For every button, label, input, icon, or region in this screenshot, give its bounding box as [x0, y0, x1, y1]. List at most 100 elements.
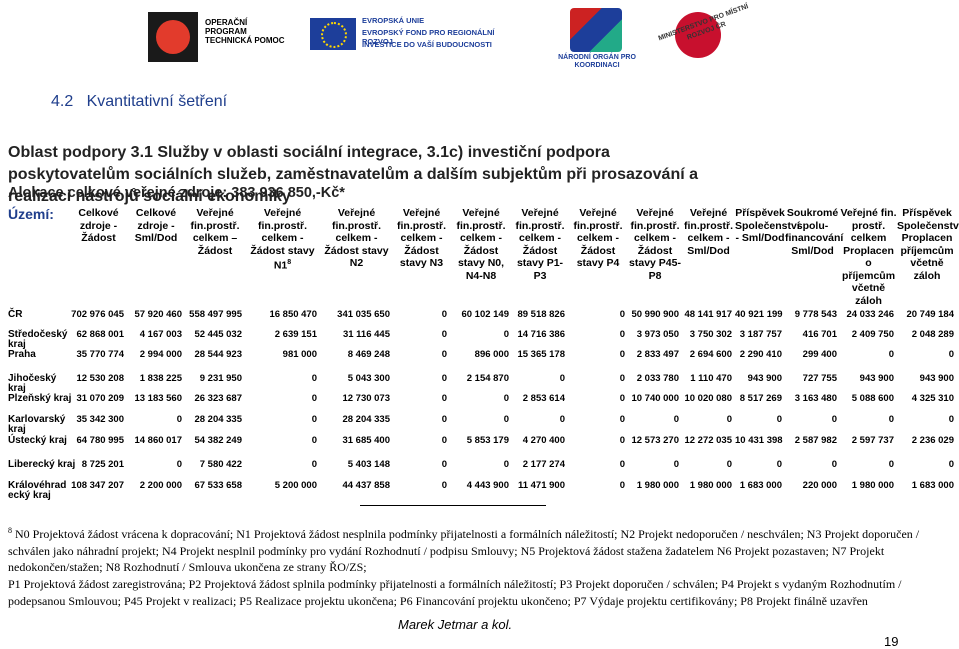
cell-value: 35 770 774 [76, 349, 124, 360]
cell-value: 62 868 001 [76, 329, 124, 340]
cell-value: 0 [776, 459, 782, 470]
cell-value: 416 701 [802, 329, 837, 340]
column-header: Veřejné fin.prostř. celkem – Žádost [190, 207, 240, 257]
cell-value: 702 976 045 [71, 309, 124, 320]
cell-value: 48 141 917 [684, 309, 732, 320]
cell-value: 0 [619, 414, 625, 425]
cell-value: 31 116 445 [342, 329, 390, 340]
cell-value: 0 [441, 414, 447, 425]
column-header: Veřejné fin.prostř. celkem - Sml/Dod [684, 207, 733, 257]
footnote-ref: 8 [287, 259, 292, 266]
column-header: Veřejné fin.prostř. celkem - Žádost stav… [456, 207, 506, 282]
cell-value: 5 043 300 [347, 373, 390, 384]
cell-value: 54 382 249 [194, 435, 242, 446]
cell-value: 558 497 995 [189, 309, 242, 320]
cell-value: 20 749 184 [906, 309, 954, 320]
region: Praha [8, 349, 36, 360]
cell-value: 1 683 000 [911, 480, 954, 491]
cell-value: 0 [948, 349, 954, 360]
cell-value: 0 [441, 309, 447, 320]
cell-value: 16 850 470 [269, 309, 317, 320]
cell-value: 0 [619, 435, 625, 446]
cell-value: 12 272 035 [684, 435, 732, 446]
cell-value: 896 000 [474, 349, 509, 360]
cell-value: 2 154 870 [466, 373, 509, 384]
cell-value: 0 [559, 414, 565, 425]
column-header: Celkové zdroje - Žádost [78, 207, 119, 244]
nok-icon [570, 8, 622, 52]
region: Liberecký kraj [8, 459, 76, 470]
cell-value: 13 183 560 [134, 393, 182, 404]
cell-value: 0 [619, 393, 625, 404]
cell-value: 2 200 000 [139, 480, 182, 491]
cell-value: 0 [441, 480, 447, 491]
cell-value: 943 900 [747, 373, 782, 384]
cell-value: 299 400 [802, 349, 837, 360]
cell-value: 0 [619, 373, 625, 384]
cell-value: 67 533 658 [194, 480, 242, 491]
cell-value: 2 853 614 [522, 393, 565, 404]
cell-value: 15 365 178 [517, 349, 565, 360]
cell-value: 943 900 [919, 373, 954, 384]
cell-value: 12 530 208 [76, 373, 124, 384]
cell-value: 12 573 270 [631, 435, 679, 446]
table-corner: Území: [8, 206, 54, 222]
cell-value: 2 587 982 [794, 435, 837, 446]
column-header: Veřejné fin.prostř. celkem - Žádost stav… [397, 207, 446, 269]
cell-value: 5 200 000 [274, 480, 317, 491]
column-header: Veřejné fin.prostř. celkem - Žádost stav… [573, 207, 623, 269]
mmr-icon [675, 12, 721, 58]
section-number: 4.2 [51, 93, 74, 110]
cell-value: 24 033 246 [846, 309, 894, 320]
cell-value: 10 431 398 [735, 435, 783, 446]
cell-value: 12 730 073 [342, 393, 390, 404]
cell-value: 0 [776, 414, 782, 425]
cell-value: 5 853 179 [466, 435, 509, 446]
cell-value: 2 290 410 [739, 349, 782, 360]
optp-icon [148, 12, 198, 62]
cell-value: 2 048 289 [911, 329, 954, 340]
section-title: Kvantitativní šetření [86, 93, 228, 110]
cell-value: 50 990 900 [631, 309, 679, 320]
cell-value: 4 443 900 [466, 480, 509, 491]
cell-value: 11 471 900 [517, 480, 565, 491]
cell-value: 2 639 151 [274, 329, 317, 340]
section-heading: 4.2 Kvantitativní šetření [51, 93, 227, 111]
cell-value: 40 921 199 [735, 309, 783, 320]
cell-value: 14 860 017 [134, 435, 182, 446]
cell-value: 0 [441, 349, 447, 360]
cell-value: 7 580 422 [199, 459, 242, 470]
cell-value: 2 694 600 [689, 349, 732, 360]
cell-value: 0 [311, 393, 317, 404]
cell-value: 0 [619, 329, 625, 340]
erdf-text: EVROPSKÝ FOND PRO REGIONÁLNÍ ROZVOJ [362, 28, 495, 46]
footnote-mark: 8 [8, 526, 12, 535]
cell-value: 1 980 000 [689, 480, 732, 491]
cell-value: 26 323 687 [194, 393, 242, 404]
cell-value: 0 [503, 329, 509, 340]
column-header: Veřejné fin. prostř. celkem Proplacen o … [840, 207, 897, 307]
cell-value: 14 716 386 [517, 329, 565, 340]
cell-value: 0 [176, 459, 182, 470]
cell-value: 31 070 209 [76, 393, 124, 404]
motto-text: INVESTICE DO VAŠÍ BUDOUCNOSTI [362, 40, 492, 49]
cell-value: 0 [619, 349, 625, 360]
region: ČR [8, 309, 23, 320]
cell-value: 0 [441, 435, 447, 446]
cell-value: 89 518 826 [517, 309, 565, 320]
cell-value: 0 [888, 349, 894, 360]
cell-value: 2 409 750 [851, 329, 894, 340]
cell-value: 31 685 400 [342, 435, 390, 446]
nok-text: NÁRODNÍ ORGÁN PRO KOORDINACI [558, 54, 636, 69]
cell-value: 341 035 650 [337, 309, 390, 320]
region: Jihočeský kraj [8, 373, 57, 394]
cell-value: 0 [441, 393, 447, 404]
page-number: 19 [884, 634, 899, 649]
cell-value: 1 683 000 [739, 480, 782, 491]
cell-value: 60 102 149 [461, 309, 509, 320]
cell-value: 10 020 080 [684, 393, 732, 404]
footnote-n: N0 Projektová žádost vrácena k dopracová… [8, 527, 920, 575]
footnote-rule [360, 505, 546, 506]
cell-value: 44 437 858 [342, 480, 390, 491]
cell-value: 5 403 148 [347, 459, 390, 470]
